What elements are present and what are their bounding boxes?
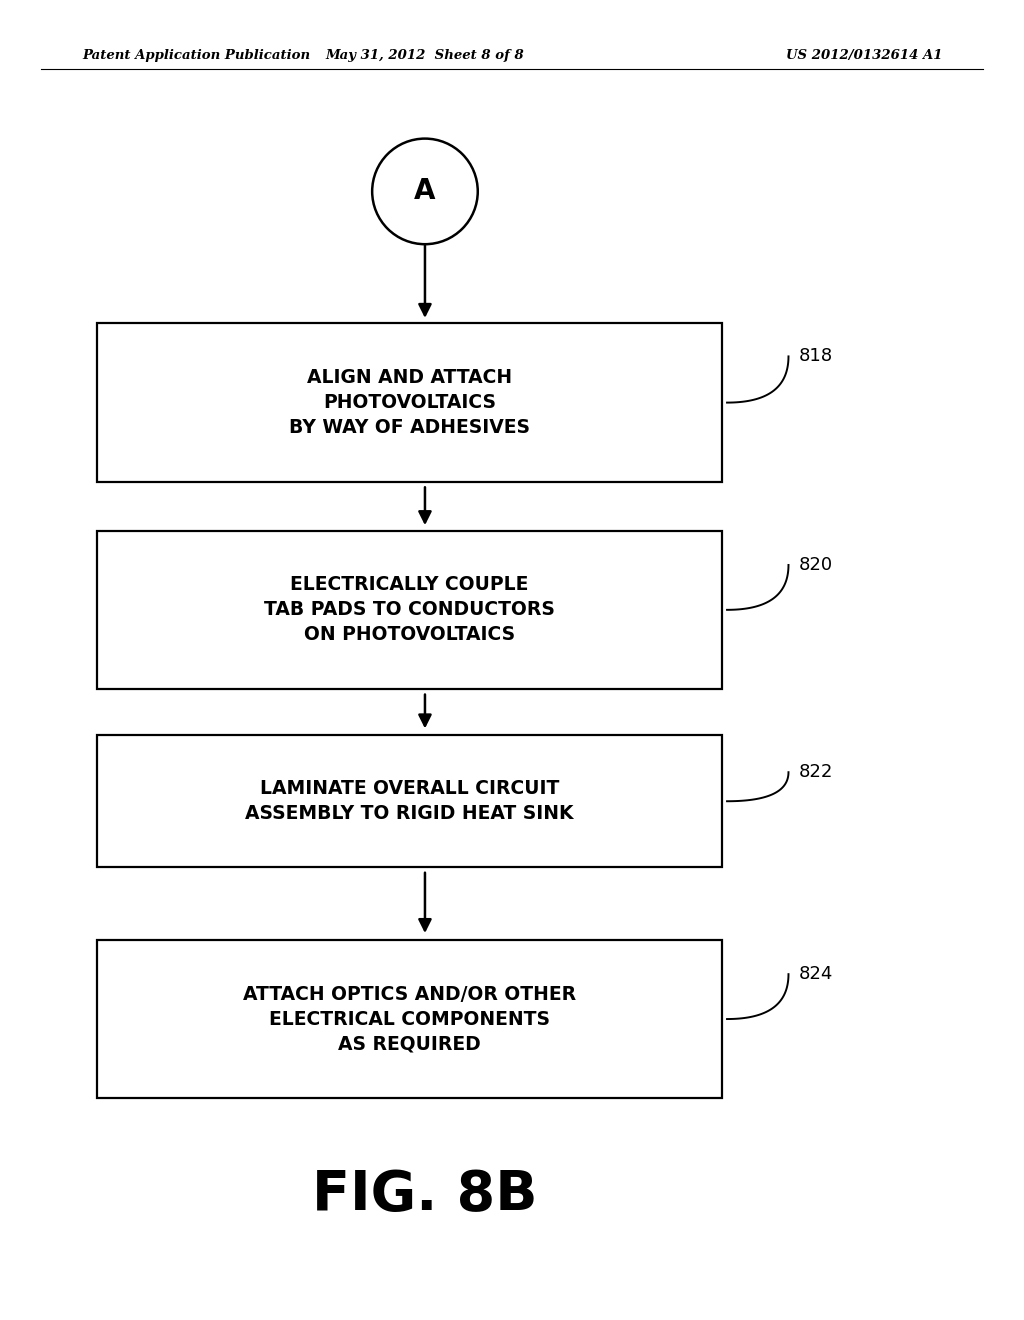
Bar [97,531,722,689]
Text: A: A [415,177,435,206]
Text: ATTACH OPTICS AND/OR OTHER
ELECTRICAL COMPONENTS
AS REQUIRED: ATTACH OPTICS AND/OR OTHER ELECTRICAL CO… [243,985,577,1053]
Text: 818: 818 [799,347,833,366]
Text: FIG. 8B: FIG. 8B [312,1168,538,1221]
Text: 824: 824 [799,965,834,983]
Text: Patent Application Publication: Patent Application Publication [82,49,310,62]
Text: 820: 820 [799,556,833,574]
Text: May 31, 2012  Sheet 8 of 8: May 31, 2012 Sheet 8 of 8 [326,49,524,62]
Text: ALIGN AND ATTACH
PHOTOVOLTAICS
BY WAY OF ADHESIVES: ALIGN AND ATTACH PHOTOVOLTAICS BY WAY OF… [289,368,530,437]
Text: 822: 822 [799,763,834,781]
Bar [97,940,722,1098]
Text: US 2012/0132614 A1: US 2012/0132614 A1 [785,49,942,62]
Bar [97,323,722,482]
Text: ELECTRICALLY COUPLE
TAB PADS TO CONDUCTORS
ON PHOTOVOLTAICS: ELECTRICALLY COUPLE TAB PADS TO CONDUCTO… [264,576,555,644]
Bar [97,735,722,867]
Text: LAMINATE OVERALL CIRCUIT
ASSEMBLY TO RIGID HEAT SINK: LAMINATE OVERALL CIRCUIT ASSEMBLY TO RIG… [246,779,573,824]
